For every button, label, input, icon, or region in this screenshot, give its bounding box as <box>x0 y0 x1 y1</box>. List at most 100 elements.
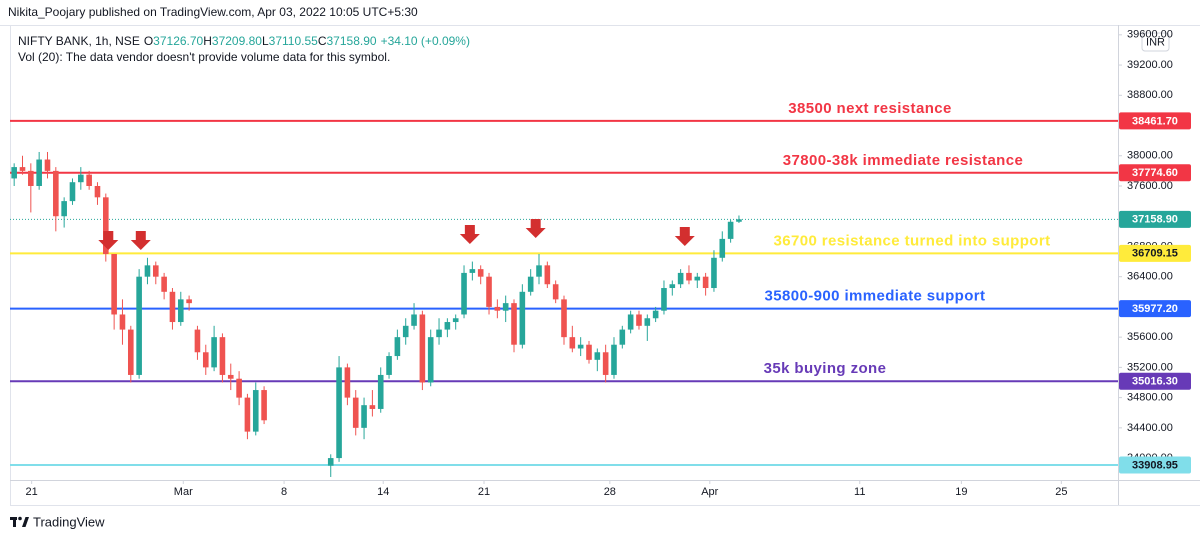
candle-body <box>502 303 509 311</box>
y-tick-label: 38800.00 <box>1127 89 1173 101</box>
legend-value: L <box>262 34 269 48</box>
candle-body <box>127 329 134 375</box>
level-price-box <box>1119 244 1191 262</box>
candle-body <box>686 272 692 281</box>
candle-body <box>477 269 484 277</box>
candle-body <box>244 397 251 432</box>
arrow <box>525 219 546 238</box>
candle-body <box>544 265 551 285</box>
x-tick-label: 14 <box>377 486 389 498</box>
candle-body <box>161 276 167 292</box>
y-tick-label: 39200.00 <box>1127 59 1173 71</box>
candle-body <box>611 344 617 375</box>
level-price-label: 36709.15 <box>1132 248 1178 260</box>
currency[interactable]: INR <box>1146 36 1165 48</box>
volume-note: Vol (20): The data vendor doesn't provid… <box>18 50 390 64</box>
candle-body <box>527 276 534 292</box>
candle-body <box>94 185 101 198</box>
legend-value: O <box>144 34 153 48</box>
candle-body <box>252 390 259 432</box>
plot-area <box>10 119 1118 477</box>
candle-body <box>152 265 159 277</box>
candle-body <box>19 167 26 171</box>
candle-body <box>169 291 176 323</box>
legend-value: 37126.70 <box>153 34 203 48</box>
candle-body <box>594 352 601 360</box>
x-tick-label: 11 <box>854 486 865 498</box>
legend-value: +34.10 (+0.09%) <box>381 34 470 48</box>
level-note: 37800-38k immediate resistance <box>783 152 1023 169</box>
arrow <box>130 231 151 250</box>
level-price-box <box>1119 456 1191 474</box>
level-price-box <box>1119 210 1191 228</box>
candle-body <box>236 378 242 398</box>
candle-body <box>211 337 217 368</box>
x-tick-label: 25 <box>1055 486 1067 498</box>
candle-body <box>111 254 117 315</box>
candle-body <box>577 344 584 349</box>
candle-body <box>552 284 559 300</box>
candle-body <box>11 167 17 179</box>
candle-body <box>586 344 592 360</box>
candle-body <box>394 337 401 357</box>
candle-body <box>177 299 184 323</box>
candle-body <box>261 390 267 421</box>
candle-body <box>627 314 634 330</box>
candle-body <box>736 219 742 222</box>
y-tick-label: 36400.00 <box>1127 271 1173 283</box>
candle-body <box>136 276 142 375</box>
legend-value: 37110.55 <box>269 34 318 48</box>
x-tick-label: 21 <box>478 486 490 498</box>
currency-box[interactable] <box>1141 32 1170 52</box>
candle-body <box>511 303 517 345</box>
candle-body <box>69 182 76 202</box>
y-tick-label: 39600.00 <box>1127 29 1173 41</box>
logo-slash <box>22 517 29 527</box>
y-tick-label: 35600.00 <box>1127 331 1173 343</box>
candle-body <box>669 284 676 289</box>
candle-body <box>494 306 501 311</box>
legend-value: C <box>318 34 327 48</box>
level-price-label: 35016.30 <box>1132 376 1178 388</box>
candle-body <box>219 337 226 375</box>
candle-body <box>377 374 384 409</box>
level-price-box <box>1119 164 1191 182</box>
candle-body <box>327 458 334 466</box>
level-note: 35800-900 immediate support <box>765 288 986 305</box>
x-tick-label: 19 <box>955 486 967 498</box>
legend-value: 37209.80 <box>212 34 262 48</box>
level-price-label: 33908.95 <box>1132 459 1178 471</box>
candle-body <box>361 405 367 428</box>
arrow <box>98 231 119 250</box>
arrow <box>674 227 695 246</box>
y-tick-label: 34800.00 <box>1127 392 1173 404</box>
level-price-box <box>1119 300 1191 318</box>
candle-body <box>569 337 576 349</box>
candle-body <box>202 352 209 368</box>
candle-body <box>602 352 609 375</box>
candle-body <box>28 170 34 186</box>
publisher: Nikita_Poojary published on TradingView.… <box>8 5 418 19</box>
candle-body <box>36 159 42 186</box>
level-price-label: 35977.20 <box>1132 303 1178 315</box>
candle-body <box>194 329 201 353</box>
candle-body <box>86 174 92 186</box>
candle-body <box>144 265 151 277</box>
candle-body <box>661 288 667 311</box>
candle-body <box>519 291 526 345</box>
candle-body <box>461 272 467 315</box>
candle-body <box>352 397 359 428</box>
x-tick-label: 21 <box>26 486 38 498</box>
candle-body <box>419 314 426 383</box>
candle-body <box>436 329 442 338</box>
candle-body <box>61 201 67 217</box>
candle-body <box>427 337 434 383</box>
candle-body <box>694 276 701 281</box>
y-tick-label: 34400.00 <box>1127 422 1173 434</box>
level-price-label: 38461.70 <box>1132 115 1178 127</box>
level-price-box <box>1119 112 1191 130</box>
candle-body <box>536 265 542 277</box>
candle-body <box>636 314 642 326</box>
